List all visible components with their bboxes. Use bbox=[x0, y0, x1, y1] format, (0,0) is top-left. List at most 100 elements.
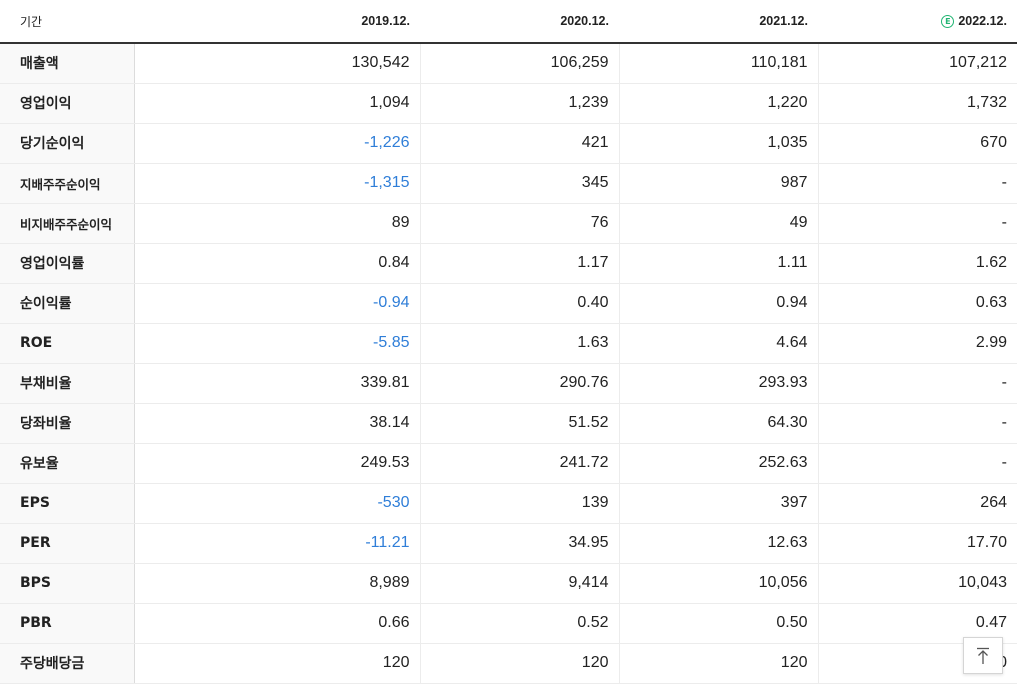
row-label: 주당배당금 bbox=[0, 642, 135, 684]
row-label: BPS bbox=[0, 563, 135, 604]
value-cell: 249.53 bbox=[133, 443, 420, 484]
value-cell: 397 bbox=[618, 482, 818, 524]
table-row: 영업이익 1,094 1,239 1,220 1,732 bbox=[0, 83, 1017, 124]
value-cell: 0.63 bbox=[817, 283, 1017, 324]
value-cell: 345 bbox=[419, 163, 619, 204]
row-label: 지배주주순이익 bbox=[0, 163, 135, 204]
row-label: 매출액 bbox=[0, 43, 135, 84]
arrow-up-to-top-icon bbox=[977, 647, 989, 664]
value-cell: - bbox=[817, 443, 1017, 484]
value-cell: 64.30 bbox=[618, 403, 818, 444]
value-cell: -530 bbox=[133, 482, 420, 524]
value-cell: 106,259 bbox=[419, 43, 619, 84]
period-2022-label: 2022.12. bbox=[958, 14, 1007, 28]
table-row: EPS -530 139 397 264 bbox=[0, 482, 1017, 524]
table-row: 유보율 249.53 241.72 252.63- bbox=[0, 443, 1017, 484]
value-cell: 76 bbox=[419, 203, 619, 244]
value-cell: 8,989 bbox=[133, 563, 420, 604]
value-cell: 1.63 bbox=[419, 323, 619, 364]
table-row: PER -11.21 34.95 12.63 17.70 bbox=[0, 523, 1017, 564]
row-label: PBR bbox=[0, 603, 135, 644]
value-cell: 0.47 bbox=[817, 603, 1017, 644]
table-row: 영업이익률 0.84 1.17 1.11 1.62 bbox=[0, 242, 1017, 284]
value-cell: 0.40 bbox=[419, 283, 619, 324]
row-label: 유보율 bbox=[0, 443, 135, 484]
value-cell: 2.99 bbox=[817, 323, 1017, 364]
value-cell: 10,043 bbox=[817, 563, 1017, 604]
table-row: ROE -5.85 1.63 4.64 2.99 bbox=[0, 323, 1017, 364]
value-cell: 252.63 bbox=[618, 443, 818, 484]
value-cell: 17.70 bbox=[817, 523, 1017, 564]
value-cell: 12.63 bbox=[618, 523, 818, 564]
table-row: 지배주주순이익 -1,315 345 987- bbox=[0, 163, 1017, 204]
table-row: 매출액 130,542 106,259 110,181 107,212 bbox=[0, 43, 1017, 84]
value-cell: 10,056 bbox=[618, 563, 818, 604]
period-2021: 2021.12. bbox=[619, 0, 818, 44]
row-label: 당좌비율 bbox=[0, 403, 135, 444]
value-cell: 1.62 bbox=[817, 242, 1017, 284]
value-cell: 1,094 bbox=[133, 83, 420, 124]
row-label: EPS bbox=[0, 482, 135, 524]
value-cell: 110,181 bbox=[618, 43, 818, 84]
value-cell: -11.21 bbox=[133, 523, 420, 564]
value-cell: 130,542 bbox=[133, 43, 420, 84]
value-cell: 421 bbox=[419, 123, 619, 164]
row-label: ROE bbox=[0, 323, 135, 364]
period-2020: 2020.12. bbox=[420, 0, 619, 44]
period-2022-estimate: E 2022.12. bbox=[818, 0, 1017, 44]
value-cell: 120 bbox=[419, 642, 619, 684]
table-row: 순이익률 -0.94 0.40 0.94 0.63 bbox=[0, 283, 1017, 324]
estimate-icon: E bbox=[941, 15, 955, 28]
value-cell: 1.11 bbox=[618, 242, 818, 284]
value-cell: 987 bbox=[618, 163, 818, 204]
row-label: 비지배주주순이익 bbox=[0, 203, 135, 244]
value-cell: 1,220 bbox=[618, 83, 818, 124]
value-cell: 1,035 bbox=[618, 123, 818, 164]
value-cell: 0.52 bbox=[419, 603, 619, 644]
value-cell: 107,212 bbox=[817, 43, 1017, 84]
value-cell: -1,226 bbox=[133, 123, 420, 164]
value-cell: -0.94 bbox=[133, 283, 420, 324]
row-label: 순이익률 bbox=[0, 283, 135, 324]
value-cell: 0.50 bbox=[618, 603, 818, 644]
table-row: 주당배당금1201201200 bbox=[0, 642, 1017, 684]
value-cell: 339.81 bbox=[133, 362, 420, 404]
row-label: 부채비율 bbox=[0, 362, 135, 404]
value-cell: 9,414 bbox=[419, 563, 619, 604]
value-cell: 120 bbox=[618, 642, 818, 684]
value-cell: -1,315 bbox=[133, 163, 420, 204]
value-cell: 670 bbox=[817, 123, 1017, 164]
value-cell: 1,732 bbox=[817, 83, 1017, 124]
header-row: 기간 2019.12. 2020.12. 2021.12. E 2022.12. bbox=[0, 0, 1017, 44]
table-row: 비지배주주순이익 89 76 49- bbox=[0, 203, 1017, 244]
table-row: BPS 8,989 9,414 10,056 10,043 bbox=[0, 563, 1017, 604]
value-cell: 290.76 bbox=[419, 362, 619, 404]
value-cell: 34.95 bbox=[419, 523, 619, 564]
value-cell: 293.93 bbox=[618, 362, 818, 404]
value-cell: -5.85 bbox=[133, 323, 420, 364]
value-cell: 0.94 bbox=[618, 283, 818, 324]
value-cell: - bbox=[817, 203, 1017, 244]
value-cell: 89 bbox=[133, 203, 420, 244]
period-2019: 2019.12. bbox=[134, 0, 420, 44]
table-row: 당기순이익 -1,226 421 1,035 670 bbox=[0, 123, 1017, 164]
value-cell: 0.84 bbox=[133, 242, 420, 284]
row-label: PER bbox=[0, 523, 135, 564]
row-label: 당기순이익 bbox=[0, 123, 135, 164]
row-label: 영업이익 bbox=[0, 83, 135, 124]
value-cell: 264 bbox=[817, 482, 1017, 524]
value-cell: - bbox=[817, 163, 1017, 204]
value-cell: 51.52 bbox=[419, 403, 619, 444]
table-row: 당좌비율 38.14 51.52 64.30- bbox=[0, 403, 1017, 444]
scroll-to-top-button[interactable] bbox=[963, 637, 1003, 674]
row-label: 영업이익률 bbox=[0, 242, 135, 284]
value-cell: 0.66 bbox=[133, 603, 420, 644]
value-cell: 4.64 bbox=[618, 323, 818, 364]
period-header-label: 기간 bbox=[0, 0, 134, 44]
value-cell: 120 bbox=[133, 642, 420, 684]
table-row: 부채비율 339.81 290.76 293.93- bbox=[0, 362, 1017, 404]
table-row: PBR 0.66 0.52 0.50 0.47 bbox=[0, 603, 1017, 644]
value-cell: 49 bbox=[618, 203, 818, 244]
value-cell: 139 bbox=[419, 482, 619, 524]
value-cell: 38.14 bbox=[133, 403, 420, 444]
